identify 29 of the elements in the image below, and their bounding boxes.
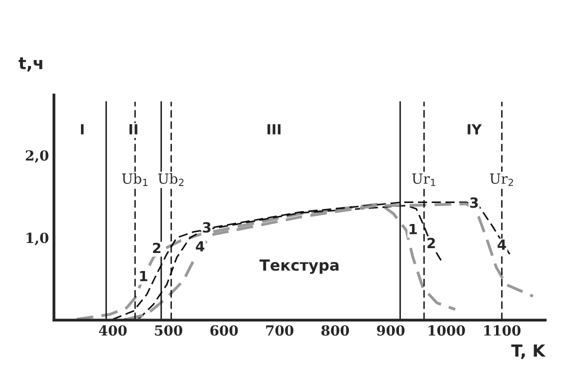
annotation: 4 bbox=[498, 240, 506, 250]
x-tick-label: 400 bbox=[98, 325, 127, 336]
x-tick-label: 700 bbox=[266, 325, 294, 336]
annotation: I bbox=[80, 124, 84, 134]
annotation: III bbox=[268, 124, 280, 134]
annotation: 3 bbox=[470, 197, 478, 208]
x-axis-title: T, K bbox=[511, 344, 546, 359]
x-tick-label: 800 bbox=[321, 325, 349, 336]
annotation: IY bbox=[468, 124, 482, 134]
ref-line-label: Ur$_{2}$ bbox=[490, 174, 513, 186]
ref-line-label: Ur$_{1}$ bbox=[412, 174, 436, 186]
x-tick-label: 900 bbox=[376, 325, 405, 336]
y-tick-label: 1,0 bbox=[26, 232, 48, 246]
ref-line-label: Ub$_{2}$ bbox=[158, 173, 184, 186]
annotation: 4 bbox=[196, 241, 204, 252]
annotation: 2 bbox=[153, 242, 160, 254]
x-tick-label: 1100 bbox=[484, 325, 521, 336]
y-tick-label: 2,0 bbox=[26, 150, 48, 163]
annotation: 2 bbox=[428, 238, 435, 248]
x-tick-label: 600 bbox=[210, 325, 238, 336]
annotation: Текстура bbox=[260, 259, 339, 274]
annotation: 1 bbox=[140, 270, 148, 282]
annotation: 3 bbox=[202, 222, 210, 233]
x-tick-label: 1000 bbox=[428, 325, 465, 336]
annotation: II bbox=[130, 124, 138, 134]
y-axis-title: t,ч bbox=[18, 57, 42, 72]
ref-line-label: Ub$_{1}$ bbox=[122, 173, 148, 186]
x-tick-label: 500 bbox=[155, 325, 182, 336]
annotation: 1 bbox=[410, 224, 417, 234]
